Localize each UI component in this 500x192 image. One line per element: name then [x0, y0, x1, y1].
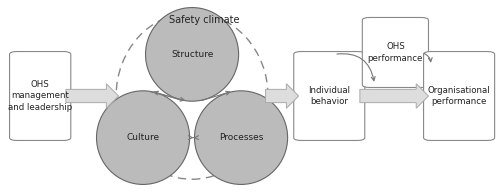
Text: Individual
behavior: Individual behavior	[308, 86, 350, 106]
FancyBboxPatch shape	[294, 51, 365, 141]
FancyBboxPatch shape	[10, 51, 71, 141]
FancyArrow shape	[360, 84, 428, 108]
Text: Culture: Culture	[126, 133, 160, 142]
Text: Structure: Structure	[171, 50, 214, 59]
FancyArrow shape	[66, 84, 118, 108]
Ellipse shape	[96, 91, 190, 185]
Text: Processes: Processes	[219, 133, 264, 142]
FancyBboxPatch shape	[362, 17, 428, 88]
Ellipse shape	[146, 7, 238, 101]
FancyBboxPatch shape	[424, 51, 494, 141]
Ellipse shape	[194, 91, 288, 185]
FancyArrow shape	[266, 84, 298, 108]
Text: Organisational
performance: Organisational performance	[428, 86, 490, 106]
Text: OHS
management
and leadership: OHS management and leadership	[8, 80, 72, 112]
Text: OHS
performance: OHS performance	[368, 42, 423, 63]
Text: Safety climate: Safety climate	[169, 15, 240, 25]
